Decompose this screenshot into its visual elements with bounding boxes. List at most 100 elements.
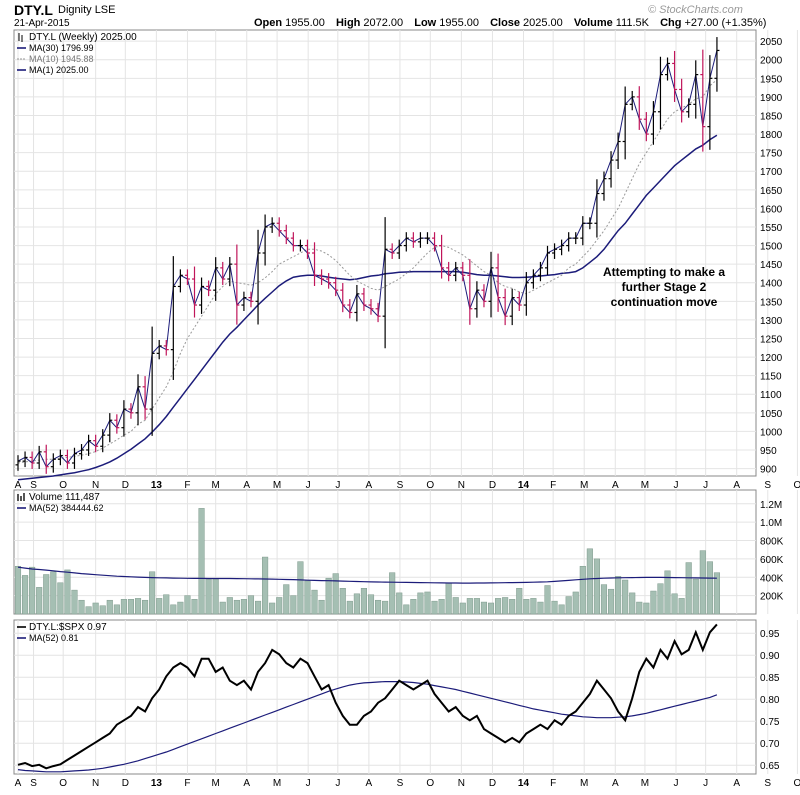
quote-change-label: Chg (660, 17, 682, 29)
x-tick-label: A (15, 778, 22, 789)
x-tick-label: 14 (518, 480, 530, 491)
ohlc-bar (545, 245, 550, 276)
ohlc-bar (121, 400, 127, 437)
ohlc-bar (36, 445, 42, 469)
volume-bar (226, 597, 233, 615)
x-tick-label: J (703, 778, 708, 789)
volume-bar (184, 595, 191, 615)
volume-bar (36, 587, 43, 615)
quote-change-value: +27.00 (+1.35%) (684, 17, 767, 29)
ohlc-bar (29, 451, 35, 469)
legend-entry: MA(52) 0.81 (17, 633, 79, 643)
volume-y-tick-label: 200K (760, 592, 784, 603)
volume-y-tick-label: 600K (760, 555, 784, 566)
ohlc-bar (142, 376, 148, 420)
ohlc-bar (248, 291, 254, 308)
price-y-tick-label: 1750 (760, 149, 783, 160)
legend-entry: Volume 111,487 (17, 492, 100, 503)
ohlc-bar (177, 269, 183, 293)
chart-date: 21-Apr-2015 (14, 18, 70, 29)
ohlc-bar (15, 455, 21, 471)
x-tick-label: N (92, 480, 99, 491)
ratio-y-tick-label: 0.85 (760, 673, 780, 684)
price-y-tick-label: 1050 (760, 409, 783, 420)
x-tick-label: O (794, 480, 800, 491)
volume-bar (120, 599, 127, 615)
ohlc-bar (290, 232, 296, 252)
ohlc-bar (410, 232, 416, 248)
volume-bar (466, 598, 473, 615)
volume-y-tick-label: 400K (760, 573, 784, 584)
ohlc-bar (156, 339, 162, 360)
volume-bar (269, 602, 276, 615)
ohlc-bar (509, 288, 515, 326)
ohlc-bar (481, 284, 487, 308)
ticker-symbol: DTY.L (14, 2, 53, 18)
volume-bar (565, 596, 572, 615)
volume-bar (14, 565, 22, 615)
volume-bar (325, 577, 332, 615)
volume-bar (530, 598, 537, 615)
volume-bar (332, 573, 339, 615)
ohlc-bar (432, 232, 438, 252)
volume-bars-icon (20, 496, 22, 501)
x-tick-label: N (458, 778, 465, 789)
price-y-tick-label: 2000 (760, 56, 783, 67)
ohlc-bar (424, 232, 430, 245)
ohlc-bar (636, 86, 642, 130)
volume-bar (254, 600, 262, 615)
ratio-ma52-line (17, 680, 718, 773)
ohlc-bar (530, 269, 536, 289)
x-tick-label: S (764, 778, 771, 789)
volume-bar (657, 583, 664, 615)
volume-bar (579, 565, 586, 615)
volume-bar (170, 604, 177, 615)
ohlc-bar (665, 57, 671, 81)
volume-bar (692, 578, 699, 615)
volume-bar (537, 601, 544, 615)
ohlc-bar (100, 429, 106, 453)
volume-bar (495, 598, 502, 615)
volume-bars-icon (17, 494, 19, 501)
price-y-tick-label: 1150 (760, 372, 782, 383)
x-tick-label: A (243, 778, 250, 789)
ratio-y-tick-label: 0.65 (760, 761, 780, 772)
volume-bar (480, 601, 488, 615)
ohlc-bar (333, 276, 339, 297)
volume-bar (403, 604, 410, 615)
volume-bar (212, 578, 219, 615)
volume-bar (304, 580, 311, 615)
volume-bar (233, 599, 240, 615)
volume-bar (205, 578, 212, 615)
price-y-tick-label: 1350 (760, 297, 783, 308)
x-tick-label: M (212, 778, 220, 789)
volume-bar (177, 601, 184, 615)
ratio-y-tick-label: 0.70 (760, 739, 780, 750)
volume-bar (106, 599, 113, 615)
price-y-tick-label: 1850 (760, 111, 783, 122)
volume-bar (283, 584, 290, 615)
stockcharts-watermark: © StockCharts.com (648, 4, 743, 16)
company-name: Dignity LSE (58, 4, 115, 16)
volume-bar (706, 561, 713, 615)
ohlc-bar (241, 291, 247, 311)
volume-bar (473, 598, 480, 615)
volume-bar (487, 602, 495, 615)
x-tick-label: F (184, 480, 190, 491)
volume-bar (375, 599, 382, 615)
ohlc-bar (467, 259, 473, 325)
price-y-tick-label: 1100 (760, 390, 782, 401)
ohlc-bar (693, 60, 699, 119)
x-tick-label: A (243, 480, 250, 491)
volume-bar (163, 594, 170, 615)
x-tick-label: 13 (151, 480, 163, 491)
volume-y-tick-label: 1.0M (760, 518, 782, 529)
x-tick-label: J (703, 480, 708, 491)
ratio-y-tick-label: 0.90 (760, 651, 780, 662)
legend-entry: MA(1) 2025.00 (17, 65, 89, 75)
quote-low-label: Low (414, 17, 437, 29)
volume-bar (678, 598, 685, 615)
ohlc-bar (657, 56, 663, 130)
ohlc-bar (573, 232, 579, 245)
ohlc-bar (566, 232, 572, 252)
